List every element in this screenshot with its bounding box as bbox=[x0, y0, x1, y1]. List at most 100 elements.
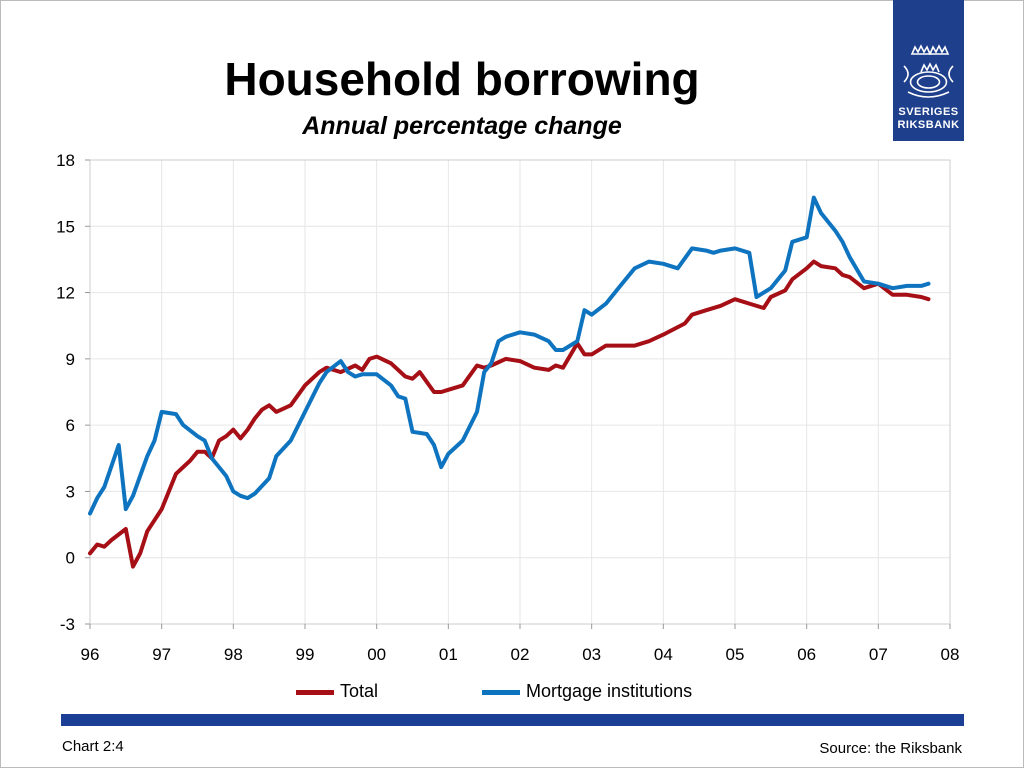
data-point-total bbox=[763, 307, 765, 309]
data-point-total bbox=[225, 435, 227, 437]
data-point-mortgage bbox=[505, 336, 507, 338]
data-point-mortgage bbox=[634, 268, 636, 270]
data-point-total bbox=[304, 385, 306, 387]
data-point-mortgage bbox=[713, 252, 715, 254]
legend-item-mortgage: Mortgage institutions bbox=[482, 681, 692, 702]
data-point-mortgage bbox=[820, 212, 822, 214]
y-tick-label: 6 bbox=[66, 416, 75, 435]
data-point-mortgage bbox=[154, 440, 156, 442]
data-point-total bbox=[89, 553, 91, 555]
chart-title: Household borrowing bbox=[224, 53, 700, 105]
data-point-mortgage bbox=[397, 396, 399, 398]
x-tick-label: 02 bbox=[511, 645, 530, 664]
data-point-mortgage bbox=[863, 281, 865, 283]
data-point-mortgage bbox=[555, 349, 557, 351]
legend-item-total: Total bbox=[296, 681, 378, 702]
data-point-mortgage bbox=[483, 371, 485, 373]
data-point-total bbox=[548, 369, 550, 371]
data-point-total bbox=[197, 451, 199, 453]
y-tick-label: 9 bbox=[66, 350, 75, 369]
data-point-mortgage bbox=[89, 513, 91, 515]
data-point-mortgage bbox=[405, 398, 407, 400]
data-point-mortgage bbox=[906, 285, 908, 287]
data-point-total bbox=[104, 546, 106, 548]
data-point-mortgage bbox=[534, 334, 536, 336]
source-note: Source: the Riksbank bbox=[819, 740, 962, 757]
y-tick-label: 3 bbox=[66, 482, 75, 501]
data-point-total bbox=[276, 411, 278, 413]
x-tick-label: 05 bbox=[726, 645, 745, 664]
data-point-total bbox=[820, 265, 822, 267]
data-point-mortgage bbox=[204, 440, 206, 442]
data-point-mortgage bbox=[921, 285, 923, 287]
data-point-mortgage bbox=[319, 382, 321, 384]
data-point-total bbox=[204, 451, 206, 453]
data-point-total bbox=[111, 539, 113, 541]
data-point-mortgage bbox=[462, 440, 464, 442]
data-point-total bbox=[405, 376, 407, 378]
data-point-total bbox=[921, 296, 923, 298]
data-point-mortgage bbox=[433, 444, 435, 446]
legend-label-mortgage: Mortgage institutions bbox=[526, 681, 693, 701]
data-point-total bbox=[648, 340, 650, 342]
data-point-total bbox=[591, 354, 593, 356]
data-point-mortgage bbox=[813, 197, 815, 199]
data-point-total bbox=[519, 360, 521, 362]
data-point-mortgage bbox=[147, 455, 149, 457]
data-point-mortgage bbox=[290, 440, 292, 442]
data-point-total bbox=[584, 354, 586, 356]
data-point-total bbox=[175, 473, 177, 475]
data-point-total bbox=[96, 544, 98, 546]
data-point-mortgage bbox=[340, 360, 342, 362]
data-point-mortgage bbox=[304, 411, 306, 413]
data-point-mortgage bbox=[620, 285, 622, 287]
legend-swatch-total bbox=[296, 689, 334, 695]
data-point-mortgage bbox=[677, 268, 679, 270]
data-point-mortgage bbox=[562, 349, 564, 351]
y-tick-label: 12 bbox=[56, 284, 75, 303]
data-point-mortgage bbox=[498, 340, 500, 342]
chart-number: Chart 2:4 bbox=[62, 738, 124, 755]
data-point-total bbox=[369, 358, 371, 360]
chart-grid bbox=[89, 159, 951, 625]
data-point-total bbox=[247, 429, 249, 431]
data-point-mortgage bbox=[476, 411, 478, 413]
data-point-mortgage bbox=[691, 248, 693, 250]
data-point-mortgage bbox=[233, 491, 235, 493]
data-point-total bbox=[813, 261, 815, 263]
data-point-mortgage bbox=[362, 374, 364, 376]
data-point-mortgage bbox=[211, 458, 213, 460]
data-point-mortgage bbox=[197, 435, 199, 437]
x-tick-label: 00 bbox=[367, 645, 386, 664]
data-point-mortgage bbox=[591, 314, 593, 316]
data-point-total bbox=[849, 276, 851, 278]
data-point-mortgage bbox=[354, 376, 356, 378]
data-point-total bbox=[161, 508, 163, 510]
data-point-mortgage bbox=[892, 287, 894, 289]
data-point-total bbox=[906, 294, 908, 296]
data-point-total bbox=[863, 287, 865, 289]
data-point-total bbox=[462, 385, 464, 387]
data-point-total bbox=[190, 460, 192, 462]
data-point-total bbox=[706, 309, 708, 311]
data-point-total bbox=[340, 371, 342, 373]
footer-brand-bar bbox=[61, 714, 964, 726]
data-point-mortgage bbox=[720, 250, 722, 252]
series-lines bbox=[88, 195, 931, 569]
data-point-total bbox=[390, 363, 392, 365]
data-point-mortgage bbox=[648, 261, 650, 263]
data-point-total bbox=[254, 418, 256, 420]
data-point-total bbox=[605, 345, 607, 347]
data-point-mortgage bbox=[878, 283, 880, 285]
series-line-total bbox=[88, 259, 931, 569]
data-point-total bbox=[240, 438, 242, 440]
y-axis: -3 0 3 6 9 12 15 18 bbox=[56, 151, 90, 634]
x-axis: 96 97 98 99 00 01 02 03 04 05 06 07 08 bbox=[81, 624, 959, 664]
data-point-total bbox=[319, 371, 321, 373]
data-point-mortgage bbox=[161, 411, 163, 413]
data-point-mortgage bbox=[118, 444, 120, 446]
x-tick-label: 04 bbox=[654, 645, 673, 664]
x-tick-label: 06 bbox=[797, 645, 816, 664]
data-point-total bbox=[770, 296, 772, 298]
